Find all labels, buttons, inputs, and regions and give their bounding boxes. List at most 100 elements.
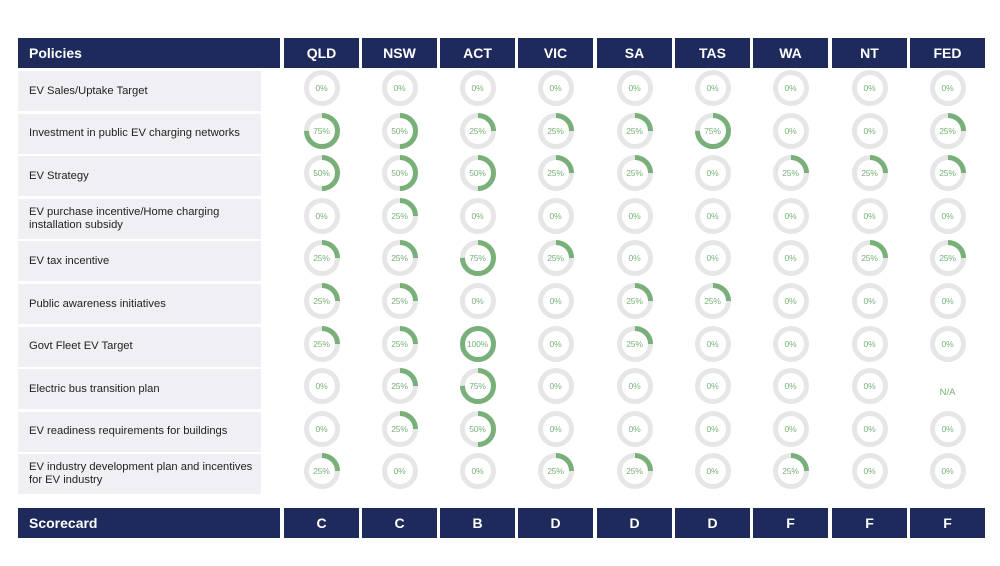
- donut-track: [929, 197, 966, 234]
- policy-label: EV tax incentive: [18, 241, 261, 282]
- percent-label: 0%: [941, 423, 954, 434]
- percent-label: 0%: [706, 168, 719, 179]
- percent-label: 75%: [469, 253, 486, 264]
- donut-track: [772, 325, 809, 362]
- donut-graphic: [381, 410, 418, 447]
- donut-graphic: [694, 325, 731, 362]
- donut-fill-arc: [381, 155, 418, 192]
- score-donut: 50%: [458, 409, 498, 449]
- donut-track: [303, 197, 340, 234]
- scorecard-grade: F: [753, 508, 828, 538]
- percent-label: 0%: [706, 210, 719, 221]
- percent-label: 25%: [782, 466, 799, 477]
- percent-label: 25%: [313, 466, 330, 477]
- score-donut: 75%: [693, 111, 733, 151]
- score-donut: 0%: [928, 196, 968, 236]
- donut-graphic: [303, 112, 340, 149]
- donut-graphic: [537, 240, 574, 277]
- donut-fill-arc: [851, 155, 888, 192]
- score-donut: 0%: [615, 196, 655, 236]
- donut-fill-arc: [303, 112, 340, 149]
- donut-fill-arc: [772, 453, 809, 490]
- score-donut: 75%: [302, 111, 342, 151]
- percent-label: 0%: [628, 210, 641, 221]
- percent-label: 0%: [941, 466, 954, 477]
- donut-fill-arc: [381, 112, 418, 149]
- score-donut: 0%: [850, 281, 890, 321]
- donut-graphic: [851, 410, 888, 447]
- percent-label: 0%: [863, 125, 876, 136]
- percent-label: 50%: [313, 168, 330, 179]
- donut-graphic: [694, 368, 731, 405]
- donut-fill-arc: [851, 240, 888, 277]
- donut-graphic: [772, 283, 809, 319]
- donut-graphic: [851, 240, 888, 277]
- donut-graphic: [303, 240, 340, 277]
- percent-label: 0%: [784, 253, 797, 264]
- donut-fill-arc: [616, 453, 653, 490]
- donut-track: [929, 453, 966, 490]
- scorecard-grade: F: [832, 508, 907, 538]
- percent-label: 25%: [313, 338, 330, 349]
- donut-fill-arc: [929, 240, 966, 277]
- score-donut: 0%: [850, 68, 890, 108]
- donut-graphic: [381, 325, 418, 362]
- percent-label: 25%: [391, 423, 408, 434]
- donut-graphic: [459, 325, 496, 362]
- donut-graphic: [459, 197, 496, 234]
- donut-track: [851, 70, 888, 106]
- score-donut: 0%: [928, 409, 968, 449]
- donut-fill-arc: [929, 155, 966, 192]
- score-donut: 0%: [615, 409, 655, 449]
- policy-label: EV readiness requirements for buildings: [18, 411, 261, 452]
- donut-graphic: [929, 283, 966, 319]
- percent-label: 0%: [628, 423, 641, 434]
- score-donut: 0%: [458, 451, 498, 491]
- percent-label: 25%: [391, 210, 408, 221]
- donut-graphic: [459, 410, 496, 447]
- donut-track: [694, 453, 731, 490]
- donut-graphic: [381, 70, 418, 106]
- donut-graphic: [851, 112, 888, 149]
- score-donut: 25%: [928, 238, 968, 278]
- score-donut: 25%: [536, 238, 576, 278]
- percent-label: 0%: [315, 423, 328, 434]
- score-donut: 0%: [458, 281, 498, 321]
- donut-fill-arc: [381, 197, 418, 234]
- percent-label: 25%: [704, 296, 721, 306]
- score-donut: 25%: [771, 451, 811, 491]
- donut-graphic: [537, 197, 574, 234]
- score-donut: 0%: [302, 68, 342, 108]
- donut-track: [459, 70, 496, 106]
- donut-fill-arc: [303, 453, 340, 490]
- score-donut: 0%: [771, 409, 811, 449]
- percent-label: 75%: [704, 125, 721, 136]
- score-donut: 0%: [928, 451, 968, 491]
- score-donut: 25%: [928, 153, 968, 193]
- percent-label: 0%: [471, 296, 484, 306]
- donut-graphic: [616, 368, 653, 405]
- donut-graphic: [303, 155, 340, 192]
- donut-graphic: [616, 155, 653, 192]
- score-donut: 25%: [380, 281, 420, 321]
- percent-label: 25%: [626, 466, 643, 477]
- donut-track: [694, 410, 731, 447]
- donut-graphic: [772, 410, 809, 447]
- donut-graphic: [459, 155, 496, 192]
- percent-label: 25%: [391, 338, 408, 349]
- donut-track: [537, 70, 574, 106]
- donut-graphic: [694, 112, 731, 149]
- donut-fill-arc: [694, 112, 731, 149]
- percent-label: 0%: [315, 210, 328, 221]
- score-donut: 50%: [380, 153, 420, 193]
- donut-graphic: [381, 453, 418, 490]
- score-donut: 50%: [458, 153, 498, 193]
- donut-track: [694, 368, 731, 405]
- donut-graphic: [616, 197, 653, 234]
- percent-label: 0%: [315, 381, 328, 392]
- percent-label: 25%: [547, 125, 564, 136]
- percent-label: 25%: [861, 168, 878, 179]
- scorecard-grade: C: [362, 508, 437, 538]
- donut-graphic: [851, 325, 888, 362]
- percent-label: 25%: [626, 125, 643, 136]
